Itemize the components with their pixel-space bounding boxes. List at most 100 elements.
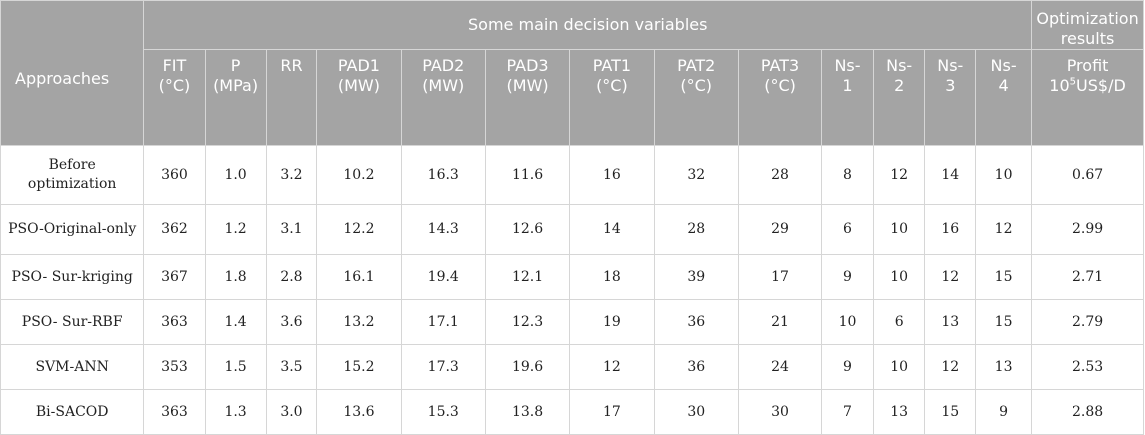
- col-header: RR: [265, 49, 318, 146]
- col-header: Ns- 4: [975, 49, 1033, 146]
- table-cell: 1.5: [204, 344, 267, 390]
- table-cell: 13.6: [316, 389, 402, 435]
- col-header: Ns- 2: [872, 49, 926, 146]
- col-header: PAT3 (°C): [737, 49, 823, 146]
- table-cell: 13: [975, 344, 1033, 390]
- table-cell: 11.6: [484, 145, 571, 205]
- col-header: Ns- 3: [924, 49, 977, 146]
- table-body: Before optimization 360 1.0 3.2 10.2 16.3 11.6…: [0, 145, 1144, 435]
- table-cell: 13.2: [316, 299, 402, 345]
- table-cell: 28: [737, 145, 823, 205]
- col-header: PAT2 (°C): [653, 49, 739, 146]
- table-cell: 6: [872, 299, 926, 345]
- table-cell: 10.2: [316, 145, 402, 205]
- table-cell: 16: [569, 145, 655, 205]
- table-cell: 9: [821, 344, 874, 390]
- table-cell: 17: [737, 254, 823, 300]
- table-row: PSO-Original-only 362 1.2 3.1 12.2 14.3 12.6 14…: [0, 204, 1144, 255]
- profit-cell: 2.71: [1031, 254, 1144, 300]
- table-cell: 14: [924, 145, 977, 205]
- table-cell: 10: [975, 145, 1033, 205]
- table-cell: 10: [821, 299, 874, 345]
- table-row: Before optimization 360 1.0 3.2 10.2 16.3 11.6…: [0, 145, 1144, 205]
- table-cell: 12.6: [484, 204, 571, 255]
- table-cell: 36: [653, 344, 739, 390]
- table-cell: 353: [143, 344, 206, 390]
- table-cell: 360: [143, 145, 206, 205]
- table-cell: 12: [975, 204, 1033, 255]
- col-header-profit: Profit 105US$/D: [1031, 49, 1144, 146]
- table-cell: 18: [569, 254, 655, 300]
- table-cell: 3.2: [265, 145, 318, 205]
- table-cell: 32: [653, 145, 739, 205]
- table-cell: 17: [569, 389, 655, 435]
- table-cell: 10: [872, 204, 926, 255]
- row-approach: Before optimization: [0, 145, 145, 205]
- table-cell: 17.1: [400, 299, 486, 345]
- table-cell: 363: [143, 299, 206, 345]
- table-cell: 3.5: [265, 344, 318, 390]
- row-approach: PSO- Sur-RBF: [0, 299, 145, 345]
- row-approach: SVM-ANN: [0, 344, 145, 390]
- table-cell: 1.2: [204, 204, 267, 255]
- table-cell: 29: [737, 204, 823, 255]
- profit-cell: 0.67: [1031, 145, 1144, 205]
- table-cell: 13: [924, 299, 977, 345]
- table-cell: 30: [737, 389, 823, 435]
- table-cell: 12.3: [484, 299, 571, 345]
- table-cell: 12: [872, 145, 926, 205]
- table-cell: 15.2: [316, 344, 402, 390]
- table-cell: 28: [653, 204, 739, 255]
- table-cell: 19.6: [484, 344, 571, 390]
- table-cell: 39: [653, 254, 739, 300]
- table-cell: 363: [143, 389, 206, 435]
- header-approaches: Approaches: [0, 0, 145, 146]
- header-optimization-results: Optimization results: [1031, 0, 1144, 50]
- table-cell: 30: [653, 389, 739, 435]
- table-cell: 1.4: [204, 299, 267, 345]
- table-cell: 16.1: [316, 254, 402, 300]
- table-cell: 9: [975, 389, 1033, 435]
- table-cell: 1.3: [204, 389, 267, 435]
- col-header: PAD3 (MW): [484, 49, 571, 146]
- col-header: FIT (°C): [143, 49, 206, 146]
- row-approach: Bi-SACOD: [0, 389, 145, 435]
- table-cell: 14.3: [400, 204, 486, 255]
- table-cell: 21: [737, 299, 823, 345]
- row-approach: PSO-Original-only: [0, 204, 145, 255]
- table-cell: 16.3: [400, 145, 486, 205]
- table-cell: 19.4: [400, 254, 486, 300]
- table-row: Bi-SACOD 363 1.3 3.0 13.6 15.3 13.8 17 30 30 7 13 15…: [0, 389, 1144, 435]
- table-cell: 8: [821, 145, 874, 205]
- table-row: PSO- Sur-kriging 367 1.8 2.8 16.1 19.4 12.1 18 3…: [0, 254, 1144, 300]
- table-cell: 12: [569, 344, 655, 390]
- table-cell: 24: [737, 344, 823, 390]
- col-header: Ns- 1: [821, 49, 874, 146]
- profit-cell: 2.79: [1031, 299, 1144, 345]
- col-header: PAD2 (MW): [400, 49, 486, 146]
- table-cell: 14: [569, 204, 655, 255]
- table-cell: 12: [924, 344, 977, 390]
- table-cell: 16: [924, 204, 977, 255]
- table-cell: 1.8: [204, 254, 267, 300]
- table-cell: 17.3: [400, 344, 486, 390]
- table-cell: 36: [653, 299, 739, 345]
- table-cell: 10: [872, 344, 926, 390]
- table-cell: 12: [924, 254, 977, 300]
- table-row: PSO- Sur-RBF 363 1.4 3.6 13.2 17.1 12.3 19 36 21 1…: [0, 299, 1144, 345]
- table-cell: 12.1: [484, 254, 571, 300]
- table-cell: 9: [821, 254, 874, 300]
- header-decision-variables: Some main decision variables: [143, 0, 1033, 50]
- table-header: Approaches Some main decision variables …: [0, 0, 1144, 146]
- table-cell: 3.0: [265, 389, 318, 435]
- table-cell: 3.1: [265, 204, 318, 255]
- row-approach: PSO- Sur-kriging: [0, 254, 145, 300]
- table-cell: 1.0: [204, 145, 267, 205]
- table-cell: 367: [143, 254, 206, 300]
- table-cell: 2.8: [265, 254, 318, 300]
- table-cell: 7: [821, 389, 874, 435]
- col-header: PAD1 (MW): [316, 49, 402, 146]
- table-cell: 15.3: [400, 389, 486, 435]
- table-cell: 362: [143, 204, 206, 255]
